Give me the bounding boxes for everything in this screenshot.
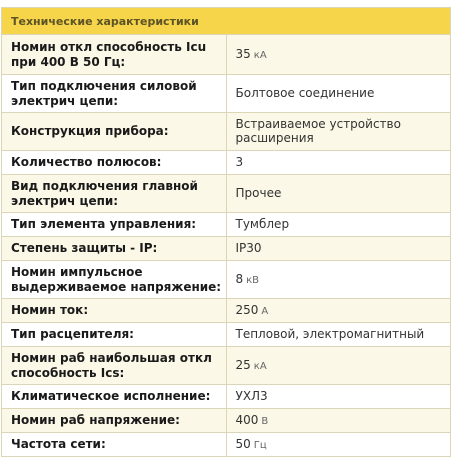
spec-value: Тумблер <box>235 216 290 231</box>
table-row: Количество полюсов: 3 <box>1 150 451 175</box>
spec-name: Климатическое исполнение: <box>1 384 227 409</box>
table-row: Тип элемента управления: Тумблер <box>1 212 451 237</box>
spec-name: Тип элемента управления: <box>1 212 227 237</box>
table-row: Номин импульсное выдерживаемое напряжени… <box>1 260 451 299</box>
spec-value: 8 <box>235 271 244 286</box>
spec-value: IP30 <box>235 240 262 255</box>
spec-value-cell: 35 кА <box>225 34 451 75</box>
spec-unit: кА <box>253 360 267 372</box>
spec-value-cell: УХЛ3 <box>225 384 451 409</box>
table-row: Частота сети: 50 Гц <box>1 432 451 457</box>
spec-value-cell: 3 <box>225 150 451 175</box>
table-row: Тип расцепителя: Тепловой, электромагнит… <box>1 322 451 347</box>
spec-value: Встраиваемое устройство расширения <box>235 116 401 145</box>
spec-value-cell: 400 В <box>225 408 451 433</box>
spec-value-cell: 50 Гц <box>225 432 451 457</box>
spec-value-cell: Прочее <box>225 174 451 213</box>
spec-name: Номин откл способность Icu при 400 В 50 … <box>1 34 227 75</box>
spec-value: 400 <box>235 412 259 427</box>
spec-value-cell: Болтовое соединение <box>225 74 451 113</box>
spec-unit: В <box>261 415 269 427</box>
spec-value: 250 <box>235 302 259 317</box>
spec-unit: А <box>261 305 269 317</box>
table-title: Технические характеристики <box>1 7 451 35</box>
table-row: Вид подключения главной электрич цепи: П… <box>1 174 451 213</box>
spec-value: 3 <box>235 154 244 169</box>
spec-unit: кВ <box>246 274 260 286</box>
spec-value-cell: 8 кВ <box>225 260 451 299</box>
spec-value-cell: IP30 <box>225 236 451 261</box>
table-row: Тип подключения силовой электрич цепи: Б… <box>1 74 451 113</box>
spec-name: Номин импульсное выдерживаемое напряжени… <box>1 260 227 299</box>
spec-unit: кА <box>253 49 267 61</box>
spec-value: 35 <box>235 46 251 61</box>
table-row: Номин ток: 250 А <box>1 298 451 323</box>
spec-value: Болтовое соединение <box>235 85 375 100</box>
spec-unit: Гц <box>253 439 267 451</box>
spec-value: УХЛ3 <box>235 388 268 403</box>
table-row: Номин раб напряжение: 400 В <box>1 408 451 433</box>
spec-value: 25 <box>235 357 251 372</box>
spec-value: Тепловой, электромагнитный <box>235 326 425 341</box>
spec-name: Частота сети: <box>1 432 227 457</box>
spec-value-cell: 250 А <box>225 298 451 323</box>
table-row: Номин откл способность Icu при 400 В 50 … <box>1 34 451 75</box>
specifications-table: Технические характеристики Номин откл сп… <box>1 7 451 457</box>
spec-name: Количество полюсов: <box>1 150 227 175</box>
spec-value-cell: Встраиваемое устройство расширения <box>225 112 451 151</box>
spec-name: Конструкция прибора: <box>1 112 227 151</box>
table-row: Климатическое исполнение: УХЛ3 <box>1 384 451 409</box>
spec-value: 50 <box>235 436 251 451</box>
table-row: Конструкция прибора: Встраиваемое устрой… <box>1 112 451 151</box>
spec-value-cell: Тумблер <box>225 212 451 237</box>
spec-name: Номин раб наибольшая откл способность Ic… <box>1 346 227 385</box>
spec-value-cell: 25 кА <box>225 346 451 385</box>
spec-name: Тип расцепителя: <box>1 322 227 347</box>
spec-value-cell: Тепловой, электромагнитный <box>225 322 451 347</box>
table-row: Номин раб наибольшая откл способность Ic… <box>1 346 451 385</box>
table-row: Степень защиты - IP: IP30 <box>1 236 451 261</box>
table-header-row: Технические характеристики <box>1 7 451 35</box>
spec-name: Степень защиты - IP: <box>1 236 227 261</box>
spec-name: Номин ток: <box>1 298 227 323</box>
spec-value: Прочее <box>235 185 282 200</box>
spec-name: Вид подключения главной электрич цепи: <box>1 174 227 213</box>
spec-name: Номин раб напряжение: <box>1 408 227 433</box>
spec-name: Тип подключения силовой электрич цепи: <box>1 74 227 113</box>
